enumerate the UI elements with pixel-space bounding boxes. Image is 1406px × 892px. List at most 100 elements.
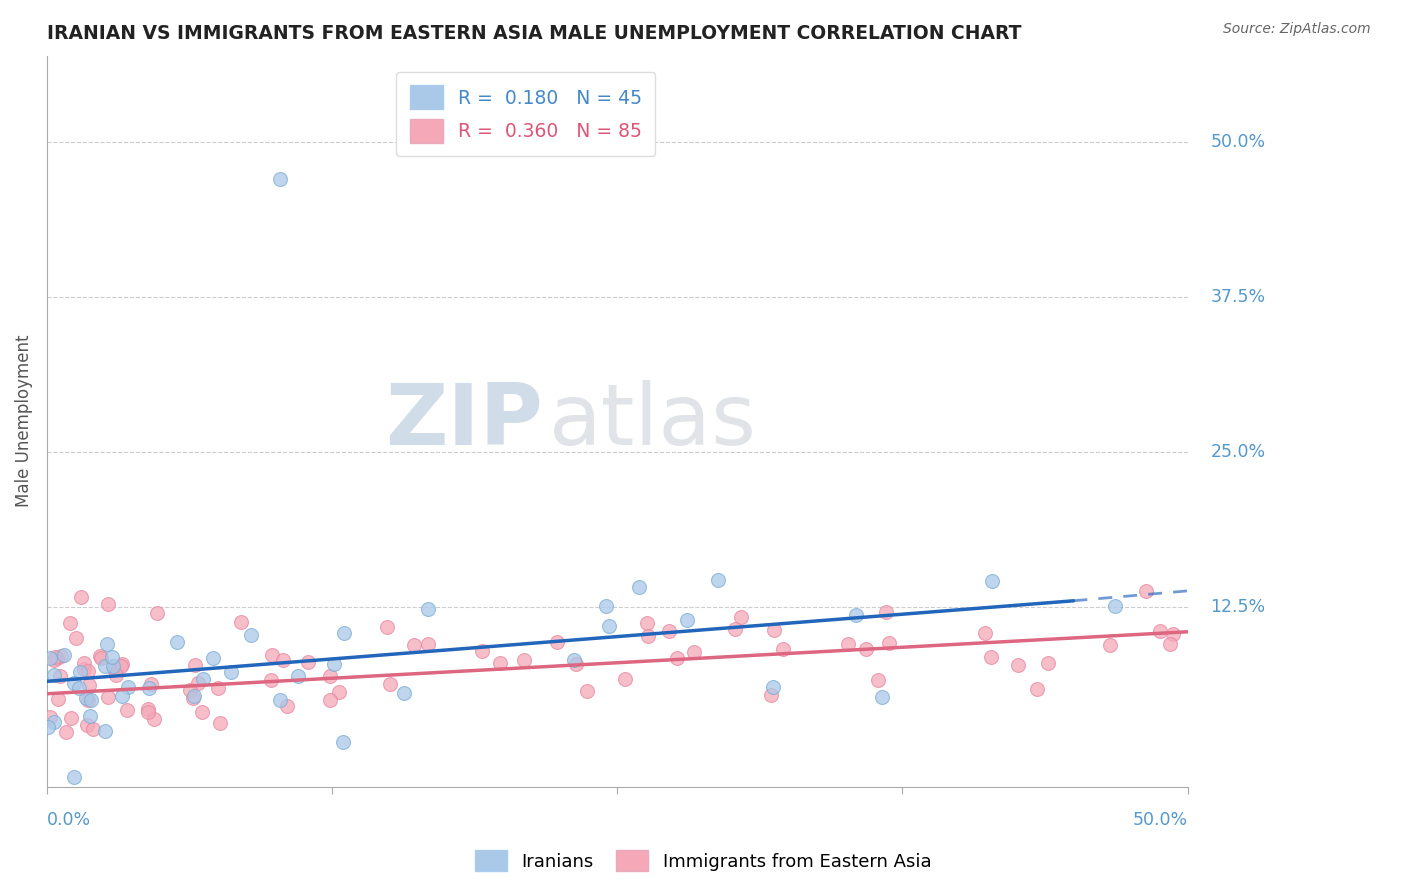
Point	[117, 703, 139, 717]
Point	[762, 624, 785, 638]
Point	[1149, 624, 1171, 639]
Point	[1161, 626, 1184, 640]
Point	[191, 705, 214, 719]
Point	[471, 644, 494, 658]
Point	[1007, 658, 1029, 673]
Point	[1036, 656, 1059, 670]
Point	[89, 649, 111, 664]
Point	[772, 642, 794, 657]
Point	[51, 648, 73, 663]
Legend: Iranians, Immigrants from Eastern Asia: Iranians, Immigrants from Eastern Asia	[468, 843, 938, 879]
Point	[104, 668, 127, 682]
Point	[69, 665, 91, 680]
Point	[665, 651, 688, 665]
Point	[595, 599, 617, 614]
Point	[837, 637, 859, 651]
Point	[724, 623, 747, 637]
Point	[209, 715, 232, 730]
Point	[42, 714, 65, 729]
Point	[136, 702, 159, 716]
Point	[207, 681, 229, 695]
Point	[111, 657, 134, 671]
Point	[870, 690, 893, 704]
Point	[42, 667, 65, 681]
Point	[179, 682, 201, 697]
Point	[46, 650, 69, 665]
Text: 12.5%: 12.5%	[1211, 598, 1265, 616]
Text: 50.0%: 50.0%	[1132, 812, 1188, 830]
Legend: R =  0.180   N = 45, R =  0.360   N = 85: R = 0.180 N = 45, R = 0.360 N = 85	[396, 72, 655, 156]
Point	[49, 669, 72, 683]
Point	[260, 673, 283, 688]
Text: 37.5%: 37.5%	[1211, 288, 1265, 306]
Point	[1104, 599, 1126, 614]
Text: 0.0%: 0.0%	[46, 812, 91, 830]
Point	[844, 607, 866, 622]
Point	[297, 656, 319, 670]
Point	[1098, 638, 1121, 652]
Point	[183, 689, 205, 703]
Point	[59, 616, 82, 631]
Point	[80, 693, 103, 707]
Point	[855, 642, 877, 657]
Point	[392, 685, 415, 699]
Point	[675, 613, 697, 627]
Point	[191, 672, 214, 686]
Point	[219, 665, 242, 679]
Point	[70, 591, 93, 605]
Point	[332, 735, 354, 749]
Point	[142, 712, 165, 726]
Point	[90, 650, 112, 665]
Point	[46, 691, 69, 706]
Point	[44, 650, 66, 665]
Point	[877, 636, 900, 650]
Point	[94, 659, 117, 673]
Point	[39, 710, 62, 724]
Point	[111, 690, 134, 704]
Point	[375, 620, 398, 634]
Text: ZIP: ZIP	[385, 380, 543, 463]
Point	[75, 690, 97, 705]
Point	[576, 683, 599, 698]
Point	[322, 657, 344, 672]
Point	[598, 619, 620, 633]
Point	[269, 172, 291, 186]
Point	[273, 653, 295, 667]
Point	[103, 662, 125, 676]
Text: Source: ZipAtlas.com: Source: ZipAtlas.com	[1223, 22, 1371, 37]
Point	[82, 722, 104, 736]
Point	[231, 615, 253, 629]
Point	[682, 644, 704, 658]
Point	[239, 628, 262, 642]
Point	[1135, 584, 1157, 599]
Point	[77, 693, 100, 707]
Point	[79, 708, 101, 723]
Point	[636, 616, 658, 631]
Point	[418, 637, 440, 651]
Point	[614, 672, 637, 686]
Point	[96, 637, 118, 651]
Point	[53, 648, 76, 662]
Point	[110, 658, 132, 673]
Point	[76, 717, 98, 731]
Point	[94, 724, 117, 739]
Point	[72, 656, 94, 670]
Point	[55, 725, 77, 739]
Point	[76, 665, 98, 679]
Y-axis label: Male Unemployment: Male Unemployment	[15, 334, 32, 508]
Point	[67, 681, 90, 695]
Point	[269, 693, 291, 707]
Point	[730, 610, 752, 624]
Point	[980, 650, 1002, 665]
Text: 25.0%: 25.0%	[1211, 443, 1265, 461]
Point	[101, 650, 124, 665]
Point	[974, 626, 997, 640]
Point	[44, 653, 66, 667]
Point	[166, 635, 188, 649]
Point	[183, 691, 205, 706]
Point	[1026, 681, 1049, 696]
Text: atlas: atlas	[548, 380, 756, 463]
Point	[981, 574, 1004, 589]
Point	[546, 635, 568, 649]
Point	[404, 638, 426, 652]
